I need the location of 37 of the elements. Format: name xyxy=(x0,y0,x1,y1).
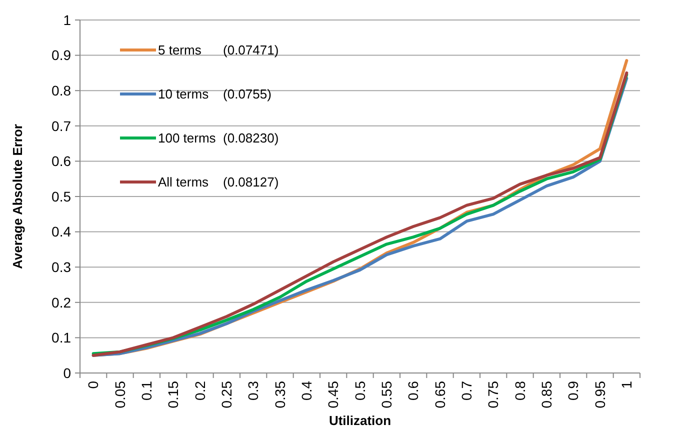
x-tick-label: 0.95 xyxy=(592,380,608,408)
x-tick-label: 0.7 xyxy=(458,380,475,400)
y-tick-label: 0.7 xyxy=(52,118,72,134)
x-tick-label: 0.65 xyxy=(432,380,448,408)
y-tick-label: 0.9 xyxy=(52,47,72,64)
x-tick-label: 0.5 xyxy=(352,380,368,400)
x-tick-label: 0.15 xyxy=(165,380,182,408)
y-tick-label: 0.1 xyxy=(52,330,72,346)
y-tick-label: 0.4 xyxy=(52,224,72,240)
x-tick-label: 0.25 xyxy=(218,380,235,408)
x-tick-label: 0.3 xyxy=(245,380,262,400)
y-tick-label: 0.6 xyxy=(52,153,72,170)
y-axis-title: Average Absolute Error xyxy=(10,124,25,269)
legend-label: 5 terms (0.07471) xyxy=(158,42,279,58)
x-tick-label: 0.55 xyxy=(378,380,395,408)
x-tick-label: 0.1 xyxy=(138,380,155,400)
legend-label: 10 terms (0.0755) xyxy=(158,86,272,102)
x-tick-label: 0.6 xyxy=(405,380,422,400)
y-tick-label: 0.5 xyxy=(52,188,72,204)
x-tick-label: 0.2 xyxy=(192,380,208,400)
x-tick-label: 0.35 xyxy=(272,380,288,408)
x-tick-label: 0 xyxy=(85,380,102,389)
x-tick-label: 0.75 xyxy=(485,380,502,408)
x-tick-label: 0.4 xyxy=(298,380,315,400)
x-tick-label: 0.9 xyxy=(565,380,582,400)
y-tick-label: 0.2 xyxy=(52,294,72,310)
x-tick-label: 0.05 xyxy=(112,380,128,408)
legend-label: All terms (0.08127) xyxy=(158,174,279,190)
x-tick-label: 0.85 xyxy=(538,380,555,408)
y-tick-label: 1 xyxy=(63,12,72,28)
y-tick-label: 0.3 xyxy=(52,259,72,275)
x-tick-label: 1 xyxy=(618,380,635,389)
x-axis-title: Utilization xyxy=(328,413,392,428)
y-tick-label: 0.8 xyxy=(52,82,72,98)
x-tick-label: 0.45 xyxy=(325,380,342,408)
legend-label: 100 terms (0.08230) xyxy=(158,130,279,146)
x-tick-label: 0.8 xyxy=(512,380,528,400)
